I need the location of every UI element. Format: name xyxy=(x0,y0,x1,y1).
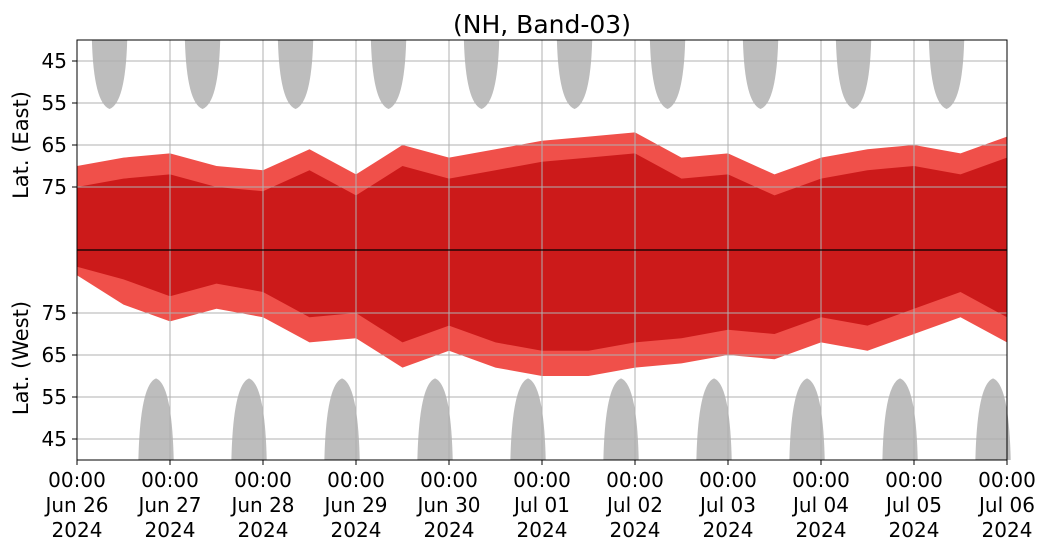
ytick-label-west-2: 55 xyxy=(42,385,67,409)
xtick-label-9: 00:00 Jul 05 2024 xyxy=(884,468,943,542)
night-west-6 xyxy=(696,378,732,460)
night-east-2 xyxy=(277,40,314,109)
chart-title: (NH, Band-03) xyxy=(453,10,631,39)
xtick-label-10: 00:00 Jul 06 2024 xyxy=(977,468,1036,542)
night-regions xyxy=(91,40,1011,460)
ytick-label-east-1: 55 xyxy=(42,91,67,115)
night-west-8 xyxy=(882,378,918,460)
x-ticks: 00:00 Jun 26 2024 00:00 Jun 27 2024 00:00 Jun 2… xyxy=(43,460,1036,542)
xtick-label-8: 00:00 Jul 04 2024 xyxy=(791,468,850,542)
night-west-9 xyxy=(975,378,1011,460)
xtick-label-0: 00:00 Jun 26 2024 xyxy=(43,468,108,542)
night-east-3 xyxy=(370,40,407,109)
night-east-9 xyxy=(928,40,965,109)
night-east-6 xyxy=(649,40,686,109)
ytick-label-east-2: 65 xyxy=(42,133,67,157)
xtick-label-3: 00:00 Jun 29 2024 xyxy=(322,468,387,542)
night-west-0 xyxy=(138,378,174,460)
ylabel-west: Lat. (West) xyxy=(9,301,33,415)
ylabel-east: Lat. (East) xyxy=(9,91,33,199)
ytick-label-west-3: 45 xyxy=(42,427,67,451)
ytick-label-east-0: 45 xyxy=(42,49,67,73)
night-east-7 xyxy=(742,40,779,109)
xtick-label-6: 00:00 Jul 02 2024 xyxy=(605,468,664,542)
xtick-label-7: 00:00 Jul 03 2024 xyxy=(698,468,757,542)
night-east-4 xyxy=(463,40,500,109)
xtick-label-5: 00:00 Jul 01 2024 xyxy=(512,468,571,542)
night-west-3 xyxy=(417,378,453,460)
night-east-5 xyxy=(556,40,593,109)
xtick-label-2: 00:00 Jun 28 2024 xyxy=(229,468,294,542)
night-east-1 xyxy=(184,40,221,109)
xtick-label-4: 00:00 Jun 30 2024 xyxy=(415,468,480,542)
ytick-label-west-1: 65 xyxy=(42,343,67,367)
night-east-8 xyxy=(835,40,872,109)
night-west-2 xyxy=(324,378,360,460)
night-west-5 xyxy=(603,378,639,460)
night-west-4 xyxy=(510,378,546,460)
ytick-label-east-3: 75 xyxy=(42,175,67,199)
night-west-1 xyxy=(231,378,267,460)
xtick-label-1: 00:00 Jun 27 2024 xyxy=(136,468,201,542)
y-ticks: 45 55 65 75 75 65 55 45 xyxy=(42,49,77,451)
night-east-0 xyxy=(91,40,128,109)
night-west-7 xyxy=(789,378,825,460)
ytick-label-west-0: 75 xyxy=(42,301,67,325)
